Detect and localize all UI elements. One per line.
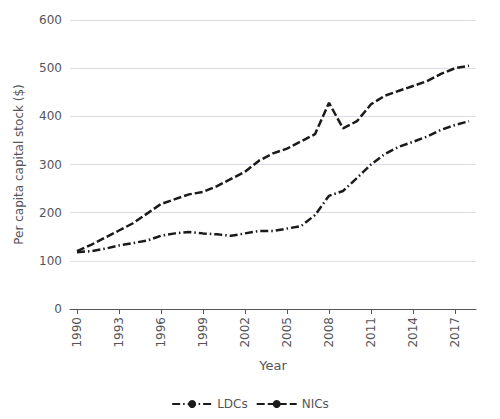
svg-text:2017: 2017 <box>448 317 462 348</box>
svg-text:1990: 1990 <box>70 317 84 348</box>
svg-text:Year: Year <box>258 358 287 373</box>
svg-text:300: 300 <box>39 158 62 172</box>
svg-text:LDCs: LDCs <box>217 397 248 411</box>
svg-text:2014: 2014 <box>406 317 420 348</box>
svg-text:NICs: NICs <box>302 397 329 411</box>
svg-text:400: 400 <box>39 109 62 123</box>
svg-text:600: 600 <box>39 13 62 27</box>
svg-text:2011: 2011 <box>364 317 378 348</box>
svg-text:100: 100 <box>39 254 62 268</box>
svg-text:1999: 1999 <box>196 317 210 348</box>
svg-text:200: 200 <box>39 206 62 220</box>
svg-text:2008: 2008 <box>322 317 336 348</box>
svg-text:2002: 2002 <box>238 317 252 348</box>
svg-text:1993: 1993 <box>112 317 126 348</box>
svg-text:500: 500 <box>39 61 62 75</box>
svg-text:1996: 1996 <box>154 317 168 348</box>
svg-text:2005: 2005 <box>280 317 294 348</box>
svg-text:Per capita capital stock ($): Per capita capital stock ($) <box>12 84 26 244</box>
svg-text:0: 0 <box>54 302 62 316</box>
